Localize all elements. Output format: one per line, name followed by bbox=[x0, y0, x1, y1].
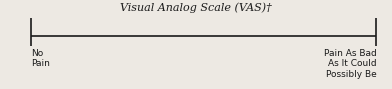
Text: Pain As Bad
As It Could
Possibly Be: Pain As Bad As It Could Possibly Be bbox=[323, 49, 376, 79]
Text: Visual Analog Scale (VAS)†: Visual Analog Scale (VAS)† bbox=[120, 3, 272, 13]
Text: No
Pain: No Pain bbox=[31, 49, 50, 68]
